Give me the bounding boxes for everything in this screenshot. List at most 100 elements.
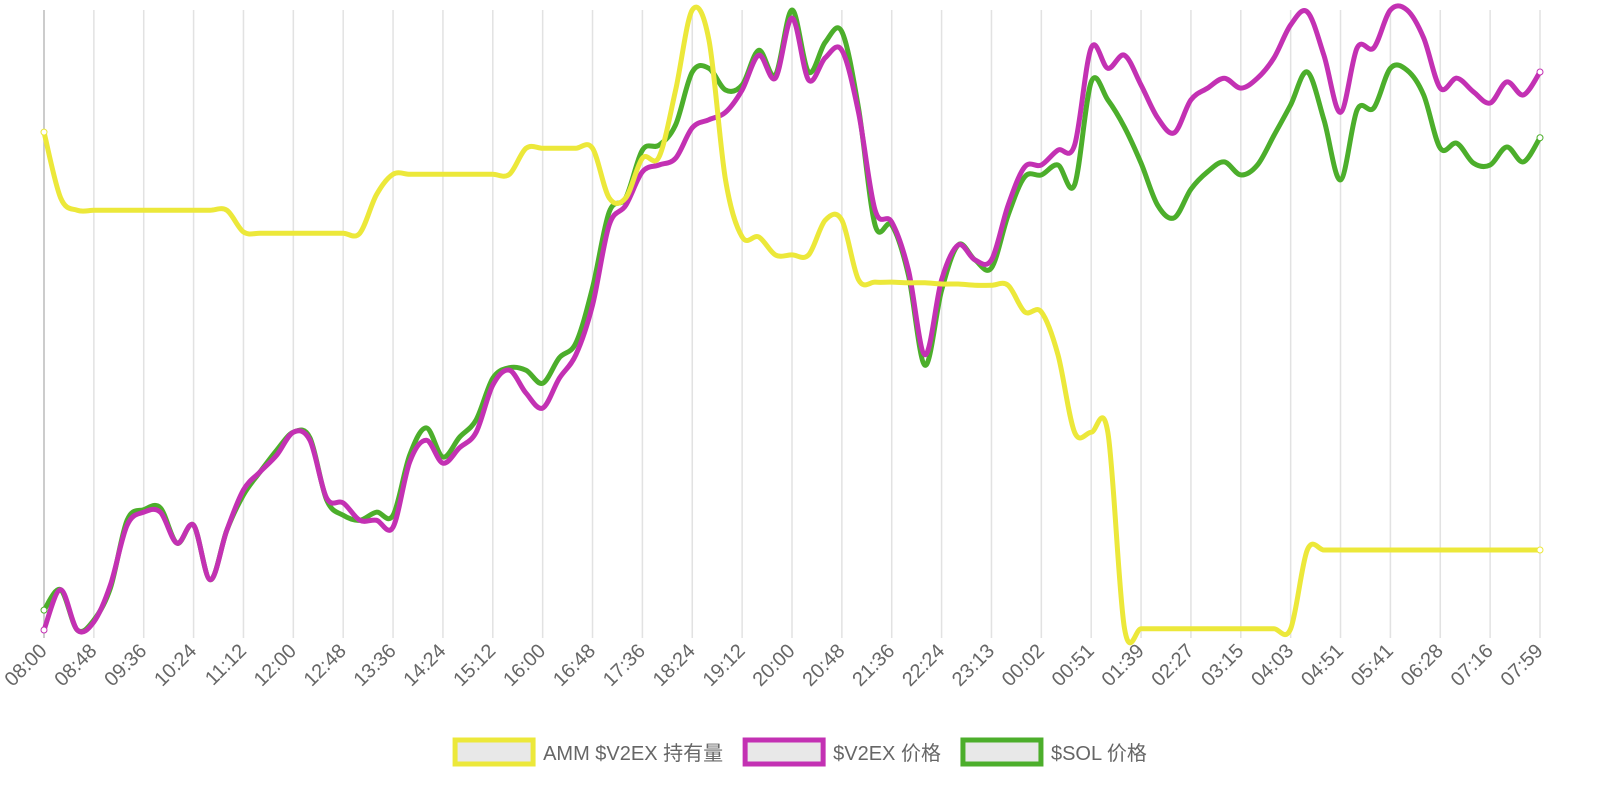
point: [258, 231, 263, 236]
point: [922, 280, 927, 285]
point: [740, 234, 745, 239]
point: [507, 172, 512, 177]
point: [1172, 626, 1177, 631]
point: [1255, 626, 1260, 631]
point: [1388, 8, 1393, 12]
point: [1205, 626, 1210, 631]
point: [191, 523, 196, 528]
point: [690, 70, 695, 74]
point: [1338, 177, 1343, 182]
point: [40, 128, 48, 136]
point: [690, 8, 695, 12]
point: [972, 283, 977, 288]
point: [108, 582, 113, 587]
point: [1188, 97, 1193, 102]
point: [391, 525, 396, 530]
point: [1272, 626, 1277, 631]
point: [1039, 309, 1044, 314]
point: [1504, 548, 1509, 553]
x-tick-label: 05:41: [1347, 640, 1398, 691]
point: [507, 368, 512, 373]
point: [341, 500, 346, 505]
point: [1072, 430, 1077, 435]
x-tick-label: 16:00: [499, 640, 550, 691]
point: [607, 223, 612, 228]
point: [125, 523, 130, 528]
point: [1521, 548, 1526, 553]
point: [1272, 55, 1277, 60]
point: [590, 303, 595, 308]
point: [490, 172, 495, 177]
point: [1305, 70, 1310, 74]
point: [58, 195, 63, 200]
point: [806, 78, 811, 83]
point: [474, 417, 479, 422]
point: [1172, 215, 1177, 220]
point: [1055, 163, 1060, 167]
point: [191, 208, 196, 213]
point: [1238, 172, 1243, 177]
point: [956, 242, 961, 247]
point: [91, 208, 96, 213]
point: [1454, 76, 1459, 81]
x-tick-label: 12:00: [250, 640, 301, 691]
point: [790, 252, 794, 257]
point: [374, 192, 379, 197]
point: [258, 469, 263, 474]
point: [1288, 102, 1293, 107]
point: [590, 146, 595, 151]
x-tick-label: 00:02: [998, 640, 1049, 691]
point: [557, 355, 562, 360]
point: [573, 146, 578, 151]
point: [1454, 141, 1459, 146]
x-tick-label: 00:51: [1048, 640, 1099, 691]
point: [1438, 548, 1443, 553]
point: [524, 146, 529, 151]
point: [125, 208, 130, 213]
point: [906, 280, 911, 285]
point: [1089, 45, 1094, 50]
point: [607, 210, 612, 215]
point: [158, 510, 163, 515]
point: [673, 87, 678, 92]
point: [524, 391, 529, 396]
x-tick-label: 20:48: [798, 640, 849, 691]
point: [557, 146, 562, 151]
point: [91, 619, 96, 624]
point: [640, 148, 645, 153]
point: [740, 87, 745, 92]
point: [440, 172, 445, 177]
point: [1139, 161, 1144, 166]
x-tick-label: 02:27: [1148, 640, 1199, 691]
point: [756, 53, 761, 58]
point: [1521, 92, 1526, 97]
point: [407, 172, 412, 177]
x-tick-label: 07:59: [1497, 640, 1548, 691]
point: [1238, 86, 1243, 91]
point: [1471, 161, 1476, 166]
point: [1188, 626, 1193, 631]
point: [623, 203, 628, 208]
x-tick-label: 04:03: [1247, 640, 1298, 691]
point: [1006, 203, 1011, 208]
point: [1055, 352, 1060, 357]
point: [357, 518, 362, 523]
point: [1222, 76, 1227, 81]
point: [1155, 626, 1160, 631]
point: [673, 156, 678, 161]
point: [706, 37, 711, 42]
point: [1438, 86, 1443, 91]
x-tick-label: 07:16: [1447, 640, 1498, 691]
x-tick-label: 16:48: [549, 640, 600, 691]
point: [1405, 548, 1410, 553]
legend-swatch: [452, 737, 536, 767]
point: [1321, 53, 1326, 58]
point: [972, 257, 977, 262]
point: [208, 577, 213, 582]
point: [1371, 45, 1376, 50]
point: [1288, 626, 1293, 631]
legend-label: $V2EX 价格: [833, 742, 941, 765]
x-tick-label: 08:48: [50, 640, 101, 691]
point: [75, 628, 80, 632]
x-tick-label: 04:51: [1297, 640, 1348, 691]
